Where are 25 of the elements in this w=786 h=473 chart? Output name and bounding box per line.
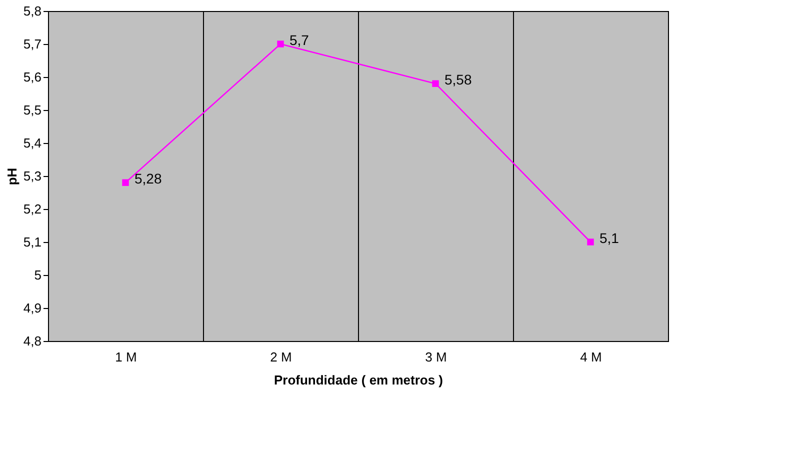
x-tick-label: 1 M (115, 350, 137, 364)
x-axis-title: Profundidade ( em metros ) (274, 372, 444, 388)
x-tick-label: 4 M (580, 350, 602, 364)
y-tick-label: 4,8 (23, 334, 42, 348)
point (587, 238, 594, 246)
x-tick-label: 3 M (425, 350, 447, 364)
point (122, 179, 129, 186)
y-tick-label: 5,3 (23, 168, 42, 184)
x-tick-label: 2 M (270, 350, 292, 364)
y-tick-label: 5,6 (23, 70, 42, 84)
text: 5,7 (290, 32, 309, 48)
text: 5,1 (600, 230, 619, 246)
y-tick-label: 5 (34, 268, 42, 282)
y-tick-label: 5,4 (23, 136, 42, 150)
y-tick-label: 5,8 (23, 4, 42, 18)
text: 5,28 (134, 170, 162, 187)
text: 5,58 (444, 72, 472, 88)
point (277, 40, 284, 48)
y-tick-label: 5,2 (23, 202, 42, 216)
point (432, 80, 439, 87)
y-axis-title: pH (4, 168, 20, 186)
y-tick-label: 5,1 (23, 234, 42, 250)
y-tick-label: 5,5 (23, 102, 42, 118)
y-tick-label: 5,7 (23, 36, 42, 52)
y-tick-label: 4,9 (23, 300, 42, 316)
